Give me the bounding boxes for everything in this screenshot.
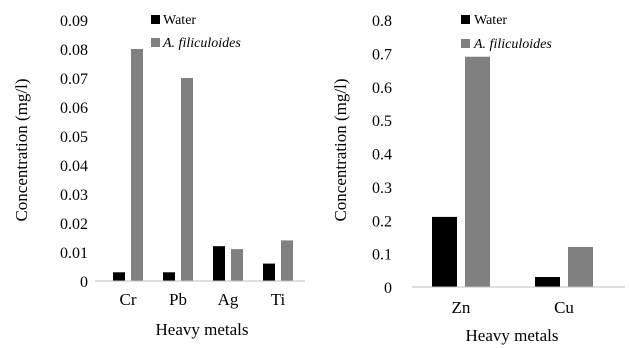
legend-swatch-water [151,15,160,24]
y-tick-label: 0.7 [372,46,392,63]
bar-water-pb [163,272,175,281]
bar-azolla-cr [131,49,143,281]
bar-water-ti [263,263,275,281]
bar-azolla-ag [231,249,243,281]
legend-label-water: Water [474,13,507,28]
y-tick-label: 0 [80,274,88,291]
x-axis-title: Heavy metals [466,326,559,345]
y-axis-title: Concentration (mg/l) [331,78,350,221]
y-tick-label: 0.02 [60,216,88,233]
x-category-label: Zn [452,298,471,317]
y-tick-label: 0.4 [372,147,392,164]
y-tick-label: 0.04 [60,158,88,175]
y-tick-label: 0.09 [60,13,88,30]
legend-label-azolla: A. filiculoides [162,36,241,51]
legend: Water A. filiculoides [461,13,552,52]
bar-azolla-ti [281,240,293,281]
y-tick-label: 0 [384,280,392,297]
x-category-label: Cu [554,298,574,317]
y-tick-label: 0.6 [372,80,392,97]
chart-panel-1: 0 0.01 0.02 0.03 0.04 0.05 0.06 0.07 0.08 0.09 Cr P… [12,13,305,339]
y-tick-label: 0.8 [372,13,392,30]
y-tick-label: 0.06 [60,100,88,117]
legend-label-water: Water [163,13,196,28]
bar-water-cu [535,276,560,287]
legend: Water A. filiculoides [151,13,241,51]
bar-water-zn [432,216,457,287]
y-axis-title: Concentration (mg/l) [12,78,31,221]
y-tick-label: 0.07 [60,71,88,88]
y-tick-label: 0.1 [372,247,392,264]
y-tick-label: 0.3 [372,180,392,197]
x-axis-title: Heavy metals [156,320,249,339]
x-category-label: Ag [218,290,239,309]
x-category-label: Ti [271,290,286,309]
legend-swatch-azolla [461,39,470,48]
x-category-label: Cr [120,290,137,309]
legend-label-azolla: A. filiculoides [473,37,552,52]
bar-water-ag [213,246,225,281]
bar-azolla-cu [568,246,593,287]
legend-swatch-azolla [151,38,160,47]
y-tick-label: 0.5 [372,113,392,130]
legend-swatch-water [461,15,470,24]
bar-azolla-pb [181,78,193,281]
x-category-label: Pb [169,290,187,309]
y-tick-label: 0.03 [60,187,88,204]
y-tick-label: 0.2 [372,213,392,230]
chart-panel-2: 0 0.1 0.2 0.3 0.4 0.5 0.6 0.7 0.8 Zn Cu Heavy metal… [331,13,625,345]
y-tick-label: 0.08 [60,42,88,59]
bar-azolla-zn [465,56,490,288]
y-tick-label: 0.01 [60,245,88,262]
y-tick-label: 0.05 [60,129,88,146]
bar-water-cr [113,272,125,281]
